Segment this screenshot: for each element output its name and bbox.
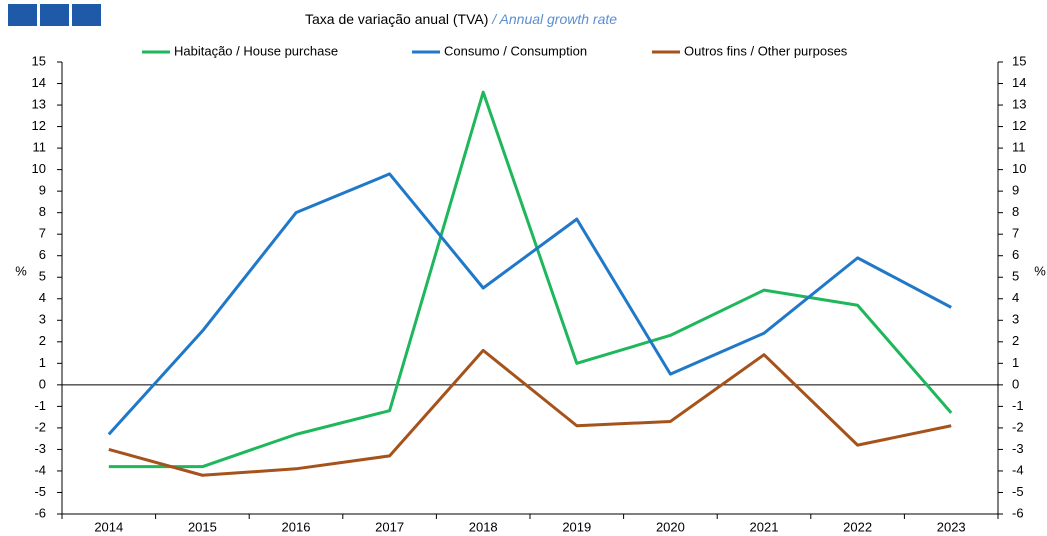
series-line [108,348,952,477]
y2-tick-label: -3 [1012,441,1024,456]
y2-tick-label: 14 [1012,75,1026,90]
x-tick-label: 2023 [937,519,966,534]
x-tick-label: 2017 [375,519,404,534]
subtitle: Taxa de variação anual (TVA) / Annual gr… [305,11,617,27]
y2-tick-label: -5 [1012,484,1024,499]
y2-tick-label: 13 [1012,96,1026,111]
y2-tick-label: -6 [1012,505,1024,520]
logo-block [8,4,37,26]
y-tick-label: 7 [39,226,46,241]
x-tick-label: 2014 [94,519,123,534]
y-tick-label: 10 [32,161,46,176]
y-tick-label: -4 [34,462,46,477]
y2-tick-label: 0 [1012,376,1019,391]
x-tick-label: 2018 [469,519,498,534]
y2-tick-label: 8 [1012,204,1019,219]
y2-tick-label: 4 [1012,290,1019,305]
y2-tick-label: 2 [1012,333,1019,348]
y2-tick-label: 3 [1012,312,1019,327]
y2-axis-label: % [1034,263,1046,278]
y2-tick-label: -2 [1012,419,1024,434]
y2-tick-label: 15 [1012,53,1026,68]
y-tick-label: -2 [34,419,46,434]
y-tick-label: 8 [39,204,46,219]
y2-tick-label: 12 [1012,118,1026,133]
legend-label: Consumo / Consumption [444,43,587,58]
y2-tick-label: 1 [1012,355,1019,370]
y-tick-label: -3 [34,441,46,456]
y2-tick-label: -1 [1012,398,1024,413]
y-tick-label: 1 [39,355,46,370]
y-tick-label: 14 [32,75,46,90]
series-line [107,172,952,436]
logo-block [72,4,101,26]
y-tick-label: -1 [34,398,46,413]
subtitle-pt: Taxa de variação anual (TVA) [305,11,488,27]
legend-label: Habitação / House purchase [174,43,338,58]
x-tick-label: 2019 [562,519,591,534]
y2-tick-label: 10 [1012,161,1026,176]
y-tick-label: 2 [39,333,46,348]
legend-label: Outros fins / Other purposes [684,43,848,58]
y2-tick-label: 7 [1012,226,1019,241]
y2-tick-label: 5 [1012,269,1019,284]
y2-tick-label: 6 [1012,247,1019,262]
y2-tick-label: 11 [1012,140,1026,155]
x-tick-label: 2022 [843,519,872,534]
y-tick-label: 6 [39,247,46,262]
x-tick-label: 2016 [282,519,311,534]
x-tick-label: 2015 [188,519,217,534]
subtitle-en: / Annual growth rate [491,11,617,27]
y-axis-label: % [15,263,27,278]
y-tick-label: -6 [34,505,46,520]
series-line [108,90,953,469]
y-tick-label: 5 [39,269,46,284]
x-tick-label: 2020 [656,519,685,534]
logo-block [40,4,69,26]
y2-tick-label: 9 [1012,183,1019,198]
y2-tick-label: -4 [1012,462,1024,477]
y-tick-label: 4 [39,290,46,305]
y-tick-label: 15 [32,53,46,68]
y-tick-label: 11 [33,140,47,155]
y-tick-label: 3 [39,312,46,327]
y-tick-label: 0 [39,376,46,391]
y-tick-label: 13 [32,96,46,111]
y-tick-label: 12 [32,118,46,133]
y-tick-label: 9 [39,183,46,198]
y-tick-label: -5 [34,484,46,499]
x-tick-label: 2021 [750,519,779,534]
